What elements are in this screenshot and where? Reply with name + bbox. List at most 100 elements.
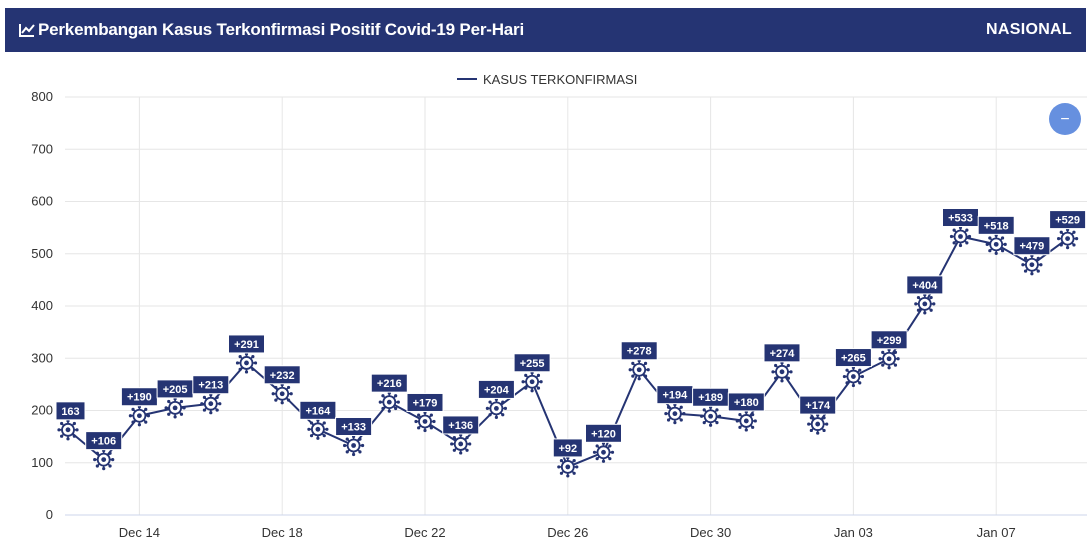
virus-marker-icon[interactable]: [914, 293, 936, 315]
virus-marker-icon[interactable]: [842, 365, 864, 388]
data-label-box: [834, 348, 872, 368]
data-label-text: +299: [877, 335, 902, 347]
virus-marker-icon[interactable]: [592, 441, 615, 463]
virus-marker-icon[interactable]: [557, 456, 579, 478]
data-label-box: [513, 353, 551, 373]
x-tick-label: Dec 18: [262, 525, 303, 540]
title-group: Perkembangan Kasus Terkonfirmasi Positif…: [19, 20, 524, 40]
data-label-text: +133: [341, 422, 366, 434]
virus-marker-icon[interactable]: [1057, 227, 1079, 250]
data-label-box: [85, 431, 123, 451]
data-label-text: +404: [912, 280, 938, 292]
y-tick-label: 200: [31, 403, 53, 418]
data-label-text: +179: [413, 397, 438, 409]
virus-marker-icon[interactable]: [200, 393, 222, 415]
virus-marker-icon[interactable]: [414, 410, 436, 433]
virus-marker-icon[interactable]: [343, 434, 365, 457]
chart-legend[interactable]: KASUS TERKONFIRMASI: [457, 72, 637, 87]
data-label-box: [763, 343, 801, 363]
data-label-text: +479: [1020, 241, 1045, 253]
y-tick-label: 100: [31, 455, 53, 470]
virus-marker-icon[interactable]: [93, 449, 115, 471]
data-label-text: +164: [306, 405, 332, 417]
virus-marker-icon[interactable]: [664, 403, 686, 425]
y-tick-label: 400: [31, 298, 53, 313]
virus-marker-icon[interactable]: [628, 359, 650, 381]
data-label: +213: [192, 375, 230, 395]
data-label: +533: [942, 208, 979, 228]
virus-marker-icon[interactable]: [1021, 254, 1043, 276]
y-tick-label: 0: [46, 507, 53, 522]
virus-marker-icon[interactable]: [128, 405, 150, 427]
data-label-text: +190: [127, 392, 152, 404]
data-label: +232: [263, 365, 301, 385]
grid-lines: [65, 96, 1087, 516]
legend-label: KASUS TERKONFIRMASI: [483, 72, 637, 87]
virus-marker-icon[interactable]: [235, 352, 258, 374]
data-label-box: [620, 341, 658, 361]
virus-marker-icon[interactable]: [521, 371, 543, 393]
line-chart: KASUS TERKONFIRMASI 163 +106 +190 +205 +213 +…: [31, 72, 1087, 540]
x-tick-label: Dec 14: [119, 525, 160, 540]
y-tick-label: 700: [31, 141, 53, 156]
x-tick-label: Dec 22: [404, 525, 445, 540]
data-label: +265: [834, 348, 872, 368]
data-label: +529: [1049, 210, 1087, 230]
y-tick-label: 600: [31, 194, 53, 209]
data-label: +180: [727, 392, 765, 412]
data-label-box: [906, 275, 944, 295]
x-tick-label: Jan 07: [977, 525, 1016, 540]
virus-marker-icon[interactable]: [985, 233, 1007, 255]
data-label: +133: [335, 417, 373, 437]
virus-marker-icon[interactable]: [878, 348, 900, 370]
data-label-box: [552, 438, 583, 458]
data-label-box: [55, 401, 86, 421]
data-label-text: +213: [198, 380, 223, 392]
data-label-box: [406, 392, 444, 412]
data-labels: 163 +106 +190 +205 +213 +291 +232 +164 +133 +216 +…: [55, 208, 1087, 458]
data-label-text: +533: [948, 213, 973, 225]
virus-marker-icon[interactable]: [735, 410, 757, 432]
virus-marker-icon[interactable]: [378, 391, 400, 413]
data-label-text: +180: [734, 397, 759, 409]
data-label: +120: [585, 423, 622, 443]
data-label-box: [977, 215, 1015, 235]
data-label-box: [1049, 210, 1087, 230]
data-label: +278: [620, 341, 658, 361]
virus-marker-icon[interactable]: [949, 225, 972, 248]
data-label-text: +278: [627, 346, 652, 358]
data-label-text: +291: [234, 339, 259, 351]
y-tick-label: 500: [31, 246, 53, 261]
virus-marker-icon[interactable]: [485, 397, 507, 420]
virus-marker-icon[interactable]: [807, 413, 829, 435]
virus-marker-icon[interactable]: [450, 433, 472, 455]
virus-marker-icon[interactable]: [771, 361, 793, 383]
virus-marker-icon[interactable]: [307, 418, 329, 440]
data-label-text: +174: [805, 400, 831, 412]
data-label: +404: [906, 275, 944, 295]
data-label: +190: [120, 387, 158, 407]
virus-marker-icon[interactable]: [164, 397, 186, 419]
virus-marker-icon[interactable]: [57, 419, 79, 441]
data-label: +106: [85, 431, 123, 451]
data-label-box: [370, 373, 408, 393]
data-label-text: +136: [448, 420, 473, 432]
virus-marker-icon[interactable]: [700, 405, 722, 427]
data-label: +205: [156, 379, 194, 399]
series-markers[interactable]: [57, 225, 1079, 478]
data-label-box: [228, 334, 265, 354]
virus-marker-icon[interactable]: [271, 383, 293, 405]
data-label-box: [263, 365, 301, 385]
data-label-box: [299, 400, 337, 420]
data-label-text: +216: [377, 378, 402, 390]
data-label-text: +265: [841, 353, 866, 365]
data-label-box: [585, 423, 622, 443]
data-label-text: +194: [663, 390, 689, 402]
data-label-text: +106: [91, 436, 116, 448]
minus-icon: −: [1060, 111, 1069, 128]
data-label: +92: [552, 438, 583, 458]
zoom-out-button[interactable]: −: [1049, 103, 1081, 135]
data-label: +479: [1013, 236, 1051, 256]
data-label-text: +120: [591, 428, 616, 440]
data-label-box: [727, 392, 765, 412]
